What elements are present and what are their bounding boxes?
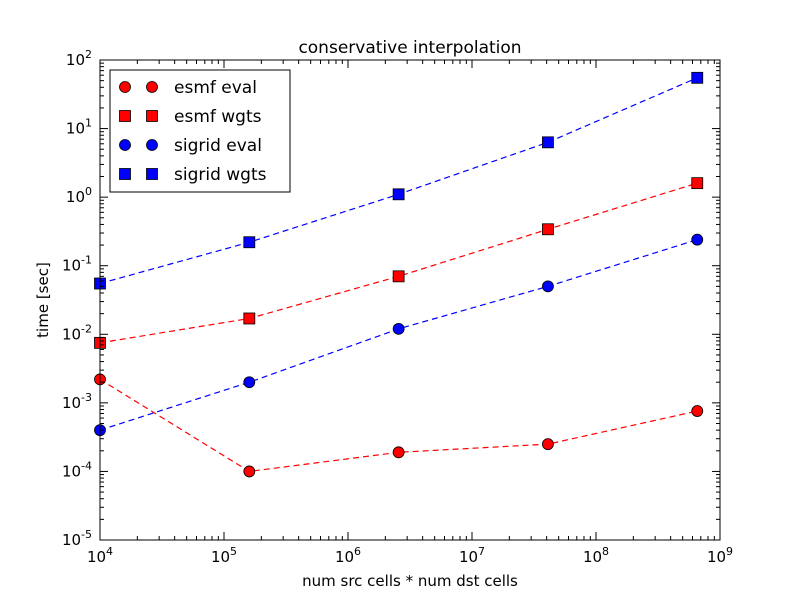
data-point	[243, 376, 256, 389]
data-point	[243, 312, 256, 325]
legend-marker	[146, 81, 158, 93]
legend-label: esmf wgts	[174, 107, 262, 127]
legend-marker	[146, 110, 158, 122]
legend-box	[109, 69, 291, 193]
ticks-layer: 104 105 106 107 108 109 10-5 10-4 10-3 10-2 10-1 10…	[62, 48, 733, 566]
data-point	[691, 233, 704, 246]
x-axis-label: num src cells * num dst cells	[302, 572, 518, 590]
legend-marker	[119, 110, 131, 122]
x-tick-label: 104	[87, 545, 113, 566]
data-point	[542, 280, 554, 293]
series-line-1	[99, 182, 698, 344]
legend-marker	[146, 168, 158, 180]
data-point	[392, 270, 405, 283]
legend-marker	[119, 139, 131, 151]
series-layer	[94, 71, 704, 478]
data-point	[392, 322, 405, 335]
y-tick-label: 101	[66, 117, 92, 138]
legend-marker	[146, 139, 158, 151]
y-tick-label: 10-3	[62, 391, 92, 412]
y-tick-label: 10-1	[62, 254, 92, 275]
y-tick-label: 10-4	[62, 459, 92, 480]
data-point	[542, 223, 554, 236]
data-point	[392, 446, 405, 459]
legend-label: sigrid wgts	[174, 165, 267, 185]
legend-marker	[119, 81, 131, 93]
x-tick-label: 105	[211, 545, 237, 566]
data-point	[691, 71, 704, 84]
legend: esmf eval esmf wgts sigrid eval sigrid wgts	[109, 69, 291, 193]
data-point	[392, 188, 405, 201]
data-point	[542, 136, 554, 149]
x-tick-label: 107	[459, 545, 485, 566]
legend-label: esmf eval	[174, 78, 257, 98]
y-tick-label: 102	[66, 48, 92, 69]
x-tick-label: 106	[335, 545, 361, 566]
data-point	[691, 405, 704, 417]
y-axis-label: time [sec]	[34, 262, 52, 338]
data-point	[243, 236, 256, 249]
series-line-2	[99, 239, 698, 431]
chart-title: conservative interpolation	[298, 38, 521, 58]
y-tick-label: 10-5	[62, 528, 92, 549]
x-tick-label: 109	[707, 545, 733, 566]
y-tick-label: 10-2	[62, 322, 92, 343]
y-tick-label: 100	[66, 185, 92, 206]
plot-frame	[99, 59, 721, 541]
legend-marker	[119, 168, 131, 180]
x-tick-label: 108	[583, 545, 609, 566]
data-point	[243, 465, 256, 478]
data-point	[542, 438, 554, 451]
legend-label: sigrid eval	[174, 136, 262, 156]
data-point	[691, 177, 704, 190]
